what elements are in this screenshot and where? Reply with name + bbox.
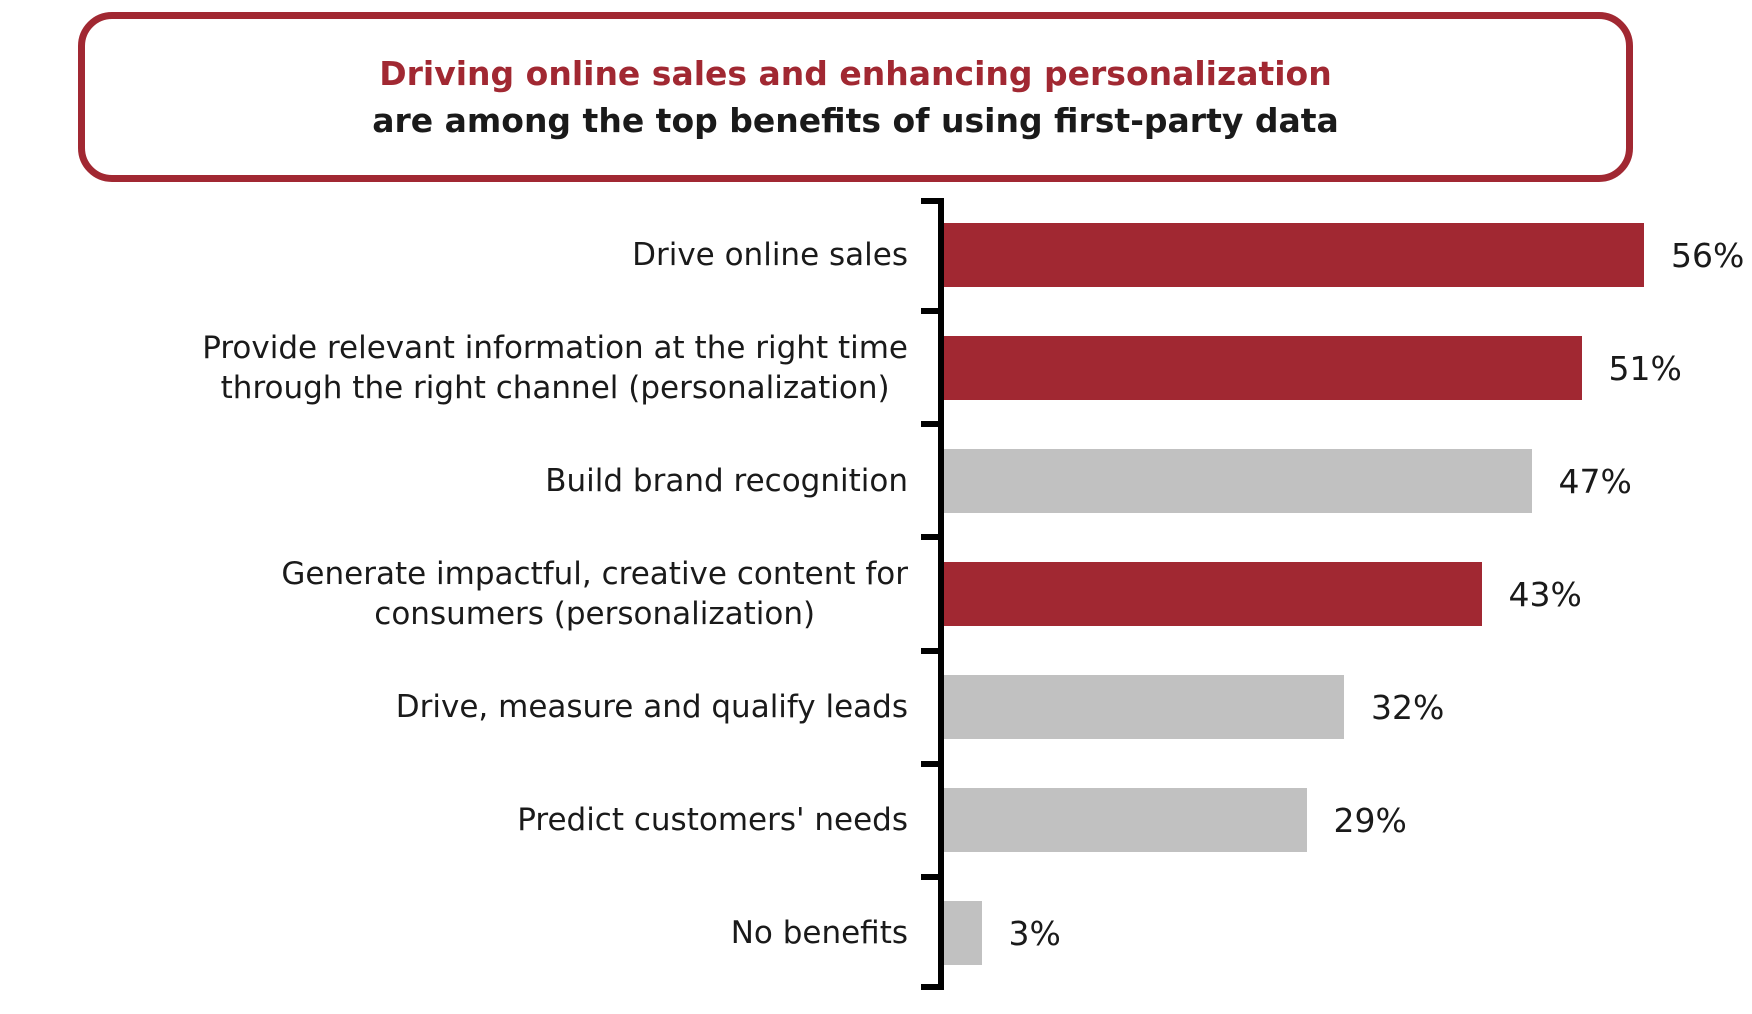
bar: [944, 788, 1307, 853]
bar: [944, 222, 1644, 287]
bar: [944, 901, 982, 966]
chart-row: Predict customers' needs 29%: [0, 764, 1752, 877]
title-line-highlight: Driving online sales and enhancing perso…: [379, 54, 1332, 93]
bar: [944, 561, 1482, 626]
value-label: 3%: [1008, 914, 1061, 954]
title-box: Driving online sales and enhancing perso…: [78, 12, 1633, 182]
bar: [944, 335, 1582, 400]
category-label: Predict customers' needs: [517, 802, 908, 839]
chart-row: Drive online sales 56%: [0, 198, 1752, 311]
value-label: 29%: [1333, 801, 1407, 841]
axis-tick: [921, 760, 938, 767]
y-axis-line: [938, 198, 944, 990]
value-label: 51%: [1608, 348, 1682, 388]
category-label: Drive, measure and qualify leads: [395, 689, 908, 726]
chart-row: Drive, measure and qualify leads 32%: [0, 651, 1752, 764]
axis-tick: [921, 534, 938, 541]
title-line-plain: are among the top benefits of using firs…: [372, 101, 1339, 140]
axis-tick: [921, 984, 938, 990]
axis-tick: [921, 198, 938, 204]
category-label: Provide relevant information at the righ…: [202, 329, 908, 406]
value-label: 43%: [1508, 574, 1582, 614]
bar: [944, 448, 1532, 513]
bar: [944, 675, 1344, 740]
value-label: 47%: [1558, 461, 1632, 501]
category-label: Build brand recognition: [545, 462, 908, 499]
chart-row: Provide relevant information at the righ…: [0, 311, 1752, 424]
axis-tick: [921, 647, 938, 654]
category-label: Generate impactful, creative content for…: [281, 555, 908, 632]
value-label: 56%: [1671, 235, 1745, 275]
value-label: 32%: [1371, 688, 1445, 728]
axis-tick: [921, 308, 938, 315]
axis-tick: [921, 873, 938, 880]
chart-row: Build brand recognition 47%: [0, 424, 1752, 537]
category-label: Drive online sales: [632, 236, 908, 273]
chart-row: No benefits 3%: [0, 877, 1752, 990]
axis-tick: [921, 421, 938, 428]
chart-row: Generate impactful, creative content for…: [0, 537, 1752, 650]
category-label: No benefits: [730, 915, 908, 952]
